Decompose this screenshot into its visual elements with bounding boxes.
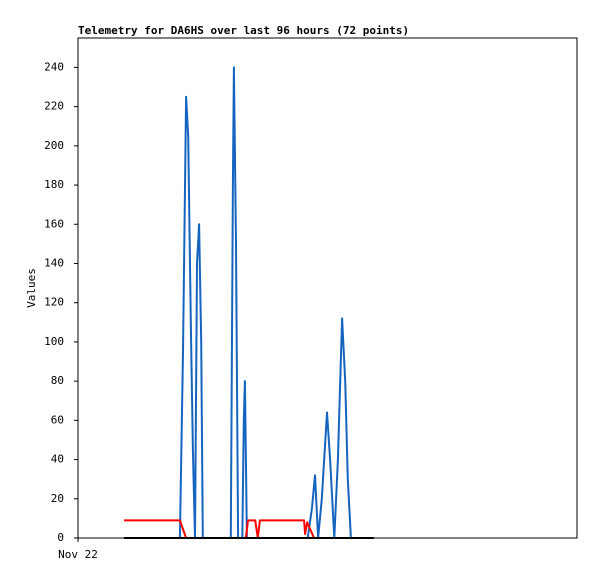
y-tick-label: 160 <box>44 217 64 230</box>
y-tick-label: 80 <box>51 374 64 387</box>
y-tick-label: 60 <box>51 413 64 426</box>
y-tick-label: 40 <box>51 453 64 466</box>
y-tick-label: 200 <box>44 139 64 152</box>
y-tick-label: 140 <box>44 256 64 269</box>
y-tick-label: 0 <box>57 531 64 544</box>
y-tick-label: 20 <box>51 492 64 505</box>
x-tick-label: Nov 22 <box>58 548 98 561</box>
y-tick-label: 120 <box>44 296 64 309</box>
y-axis-label: Values <box>25 268 38 308</box>
y-tick-label: 180 <box>44 178 64 191</box>
y-tick-label: 240 <box>44 60 64 73</box>
chart-title: Telemetry for DA6HS over last 96 hours (… <box>78 24 409 37</box>
y-tick-label: 100 <box>44 335 64 348</box>
y-tick-label: 220 <box>44 100 64 113</box>
